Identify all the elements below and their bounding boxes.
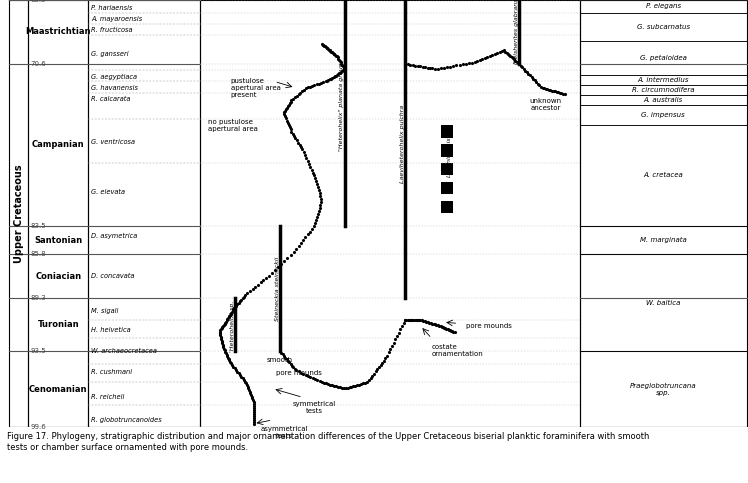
Text: W. archaeocretacea: W. archaeocretacea bbox=[91, 348, 157, 354]
Text: pustulose
apertural area
present: pustulose apertural area present bbox=[231, 78, 280, 98]
Text: P. hariaensis: P. hariaensis bbox=[91, 4, 132, 11]
Bar bbox=[441, 182, 453, 194]
Text: Praeglobotruncana
spp.: Praeglobotruncana spp. bbox=[630, 383, 696, 396]
Bar bbox=[441, 144, 453, 156]
Text: R. circumnodifera: R. circumnodifera bbox=[632, 87, 694, 93]
Text: Coniacian: Coniacian bbox=[35, 272, 82, 281]
Text: M. sigali: M. sigali bbox=[91, 308, 119, 314]
Text: A. intermedius: A. intermedius bbox=[637, 77, 689, 83]
Text: H. helvetica: H. helvetica bbox=[91, 327, 131, 333]
Text: no pustulose
apertural area: no pustulose apertural area bbox=[208, 119, 258, 132]
Text: unknown
ancestor: unknown ancestor bbox=[530, 98, 562, 111]
Bar bbox=[441, 126, 453, 138]
Bar bbox=[441, 163, 453, 175]
Text: symmetrical
tests: symmetrical tests bbox=[292, 401, 336, 414]
Text: 65.5: 65.5 bbox=[31, 0, 46, 3]
Text: G. subcarnatus: G. subcarnatus bbox=[637, 24, 690, 30]
Text: 85.8: 85.8 bbox=[31, 252, 46, 257]
Text: G. aegyptiaca: G. aegyptiaca bbox=[91, 73, 137, 80]
Text: 89.3: 89.3 bbox=[31, 295, 46, 301]
Text: G. elevata: G. elevata bbox=[91, 189, 125, 195]
Text: Laeviheterohelix pulchra: Laeviheterohelix pulchra bbox=[399, 105, 405, 183]
Text: D. concavata: D. concavata bbox=[91, 273, 135, 279]
Text: asymmetrical
tests: asymmetrical tests bbox=[260, 426, 307, 439]
Text: Figure 17. Phylogeny, stratigraphic distribution and major ornamentation differe: Figure 17. Phylogeny, stratigraphic dist… bbox=[7, 432, 650, 452]
Text: R. calcarata: R. calcarata bbox=[91, 96, 131, 102]
Text: M. marginata: M. marginata bbox=[640, 237, 687, 243]
Text: smooth: smooth bbox=[267, 357, 293, 363]
Text: L. reniformis: L. reniformis bbox=[447, 137, 452, 176]
Text: R. globotruncanoides: R. globotruncanoides bbox=[91, 417, 162, 423]
Text: R. fructicosa: R. fructicosa bbox=[91, 27, 132, 33]
Text: G. gansseri: G. gansseri bbox=[91, 51, 129, 57]
Text: 99.6: 99.6 bbox=[31, 425, 46, 430]
Text: Turonian: Turonian bbox=[37, 320, 79, 329]
Text: R. cushmani: R. cushmani bbox=[91, 369, 132, 375]
Text: Santonian: Santonian bbox=[34, 236, 82, 244]
Text: D. asymetrica: D. asymetrica bbox=[91, 233, 138, 239]
Text: Cenomanian: Cenomanian bbox=[29, 385, 88, 394]
Text: G. havanensis: G. havanensis bbox=[91, 85, 138, 91]
Text: Maastrichtian: Maastrichtian bbox=[25, 28, 91, 36]
Text: A. mayaroensis: A. mayaroensis bbox=[91, 16, 143, 22]
Text: G. impensus: G. impensus bbox=[641, 113, 685, 118]
Bar bbox=[441, 200, 453, 213]
Text: Steineckia steineckii: Steineckia steineckii bbox=[275, 256, 280, 321]
Text: W. baltica: W. baltica bbox=[646, 300, 680, 306]
Text: 'Heterohelix' sp.: 'Heterohelix' sp. bbox=[230, 300, 235, 352]
Text: 93.5: 93.5 bbox=[31, 348, 46, 354]
Text: Campanian: Campanian bbox=[32, 140, 85, 149]
Text: G. petaloidea: G. petaloidea bbox=[640, 55, 687, 61]
Text: "Heterohelix" planata group: "Heterohelix" planata group bbox=[339, 62, 344, 151]
Text: A. australis: A. australis bbox=[643, 97, 683, 103]
Text: Fleisherites glabrans: Fleisherites glabrans bbox=[515, 0, 519, 64]
Text: 83.5: 83.5 bbox=[31, 223, 46, 228]
Text: Upper Cretaceous: Upper Cretaceous bbox=[13, 164, 24, 263]
Text: G. ventricosa: G. ventricosa bbox=[91, 139, 135, 144]
Text: P. elegans: P. elegans bbox=[646, 3, 681, 9]
Text: A. cretacea: A. cretacea bbox=[643, 172, 683, 179]
Text: R. reicheli: R. reicheli bbox=[91, 395, 125, 400]
Text: 70.6: 70.6 bbox=[31, 61, 46, 67]
Text: costate
ornamentation: costate ornamentation bbox=[432, 344, 483, 357]
Text: pore mounds: pore mounds bbox=[466, 323, 512, 329]
Text: pore mounds: pore mounds bbox=[276, 370, 322, 376]
